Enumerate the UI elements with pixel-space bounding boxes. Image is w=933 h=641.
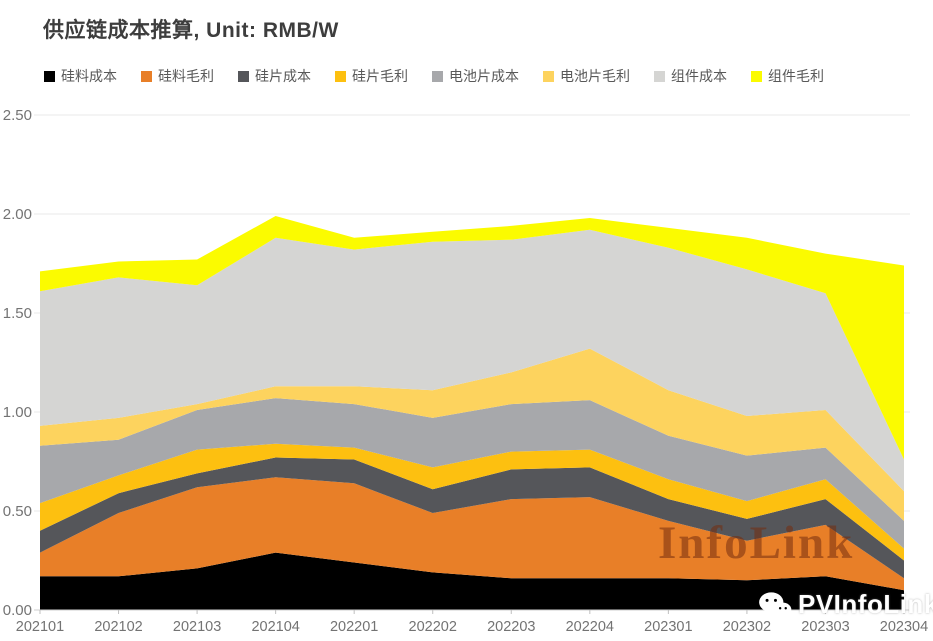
legend-item-poly-margin: 硅料毛利 [141, 66, 214, 86]
legend-item-wafer-margin: 硅片毛利 [335, 66, 408, 86]
x-axis-label: 202101 [16, 619, 64, 635]
x-axis-label: 202302 [723, 619, 771, 635]
x-axis-label: 202204 [566, 619, 614, 635]
x-axis-label: 202303 [801, 619, 849, 635]
legend-item-cell-margin: 电池片毛利 [543, 66, 630, 86]
x-axis-label: 202301 [644, 619, 692, 635]
x-axis-label: 202103 [173, 619, 221, 635]
legend-item-poly-cost: 硅料成本 [44, 66, 117, 86]
infolink-watermark: InfoLink [658, 517, 855, 569]
x-axis-label: 202202 [409, 619, 457, 635]
page-title: 供应链成本推算, Unit: RMB/W [43, 19, 339, 42]
x-axis-label: 202201 [330, 619, 378, 635]
legend-label: 组件毛利 [768, 68, 824, 84]
wechat-icon [758, 591, 792, 619]
legend-swatch-module-margin [751, 70, 762, 82]
legend-item-cell-cost: 电池片成本 [432, 66, 519, 86]
y-axis-label: 0.00 [3, 602, 32, 619]
x-axis-label: 202104 [251, 619, 299, 635]
legend-swatch-cell-cost [432, 70, 443, 82]
y-axis-label: 1.00 [3, 404, 32, 421]
area-cell-margin [40, 348, 904, 521]
legend-swatch-module-cost [654, 70, 665, 82]
brand-watermark: PVInfoLink [758, 589, 933, 620]
legend-label: 硅片成本 [255, 68, 311, 84]
legend-swatch-cell-margin [543, 70, 554, 82]
y-axis-label: 1.50 [3, 305, 32, 322]
area-cell-cost [40, 398, 904, 549]
area-module-cost [40, 229, 904, 492]
legend-item-wafer-cost: 硅片成本 [238, 66, 311, 86]
y-axis-label: 2.50 [3, 107, 32, 124]
area-wafer-margin [40, 443, 904, 561]
legend-label: 电池片成本 [449, 68, 519, 84]
legend-swatch-wafer-margin [335, 70, 346, 82]
y-axis-label: 2.00 [3, 206, 32, 223]
legend-swatch-poly-margin [141, 70, 152, 82]
legend-swatch-poly-cost [44, 70, 55, 82]
brand-watermark-label: PVInfoLink [798, 589, 933, 619]
chart-legend: 硅料成本 硅料毛利 硅片成本 硅片毛利 电池片成本 电池片毛利 组件成本 组件毛利 [44, 66, 824, 86]
legend-swatch-wafer-cost [238, 70, 249, 82]
area-wafer-cost [40, 457, 904, 579]
x-axis-label: 202102 [94, 619, 142, 635]
legend-label: 组件成本 [671, 68, 727, 84]
x-axis-label: 202203 [487, 619, 535, 635]
y-axis-label: 0.50 [3, 503, 32, 520]
x-axis-label: 202304 [880, 619, 928, 635]
legend-label: 硅片毛利 [352, 68, 408, 84]
area-poly-margin [40, 477, 904, 591]
legend-label: 硅料毛利 [158, 68, 214, 84]
legend-item-module-margin: 组件毛利 [751, 66, 824, 86]
legend-item-module-cost: 组件成本 [654, 66, 727, 86]
legend-label: 电池片毛利 [560, 68, 630, 84]
area-poly-cost [40, 552, 904, 610]
legend-label: 硅料成本 [61, 68, 117, 84]
